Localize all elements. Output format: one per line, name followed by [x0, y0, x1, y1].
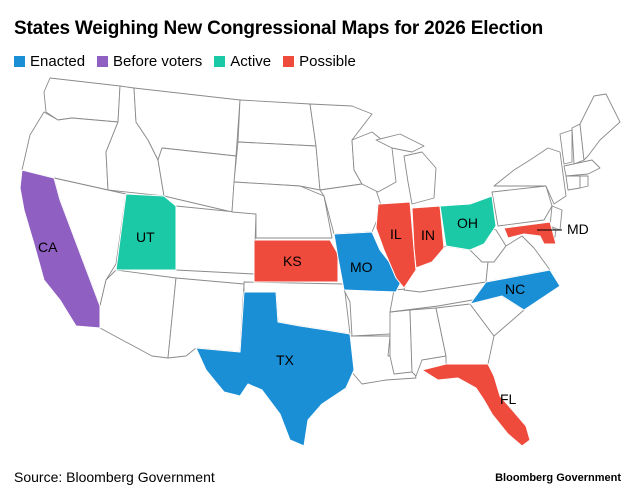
state-ca	[19, 169, 101, 329]
legend-label-possible: Possible	[299, 53, 356, 70]
state-pa	[491, 185, 553, 227]
state-fl	[421, 363, 531, 447]
label-fl: FL	[500, 391, 517, 407]
label-mo: MO	[350, 259, 373, 275]
label-nc: NC	[505, 281, 525, 297]
source-note: Source: Bloomberg Government	[14, 469, 215, 485]
legend: Enacted Before voters Active Possible	[14, 53, 368, 70]
state-wa	[43, 77, 121, 123]
legend-label-active: Active	[230, 53, 272, 70]
base-states	[21, 77, 621, 385]
state-nj	[549, 205, 563, 231]
state-vt	[559, 129, 573, 165]
label-ca: CA	[38, 239, 58, 255]
legend-swatch-active	[214, 56, 226, 67]
state-ny	[493, 147, 567, 205]
state-ms	[389, 309, 413, 375]
state-mi	[375, 133, 437, 205]
state-wy	[157, 147, 237, 213]
state-ks	[253, 239, 339, 283]
state-labels: CA UT KS MO IL IN OH MD NC TX FL	[38, 215, 589, 407]
legend-item-active: Active	[214, 53, 271, 70]
label-tx: TX	[276, 352, 295, 368]
state-az	[99, 269, 177, 359]
state-oh	[439, 195, 497, 251]
state-ri	[579, 175, 589, 189]
legend-swatch-enacted	[14, 56, 25, 67]
state-ct	[565, 175, 581, 191]
label-md: MD	[567, 221, 589, 237]
legend-item-enacted: Enacted	[14, 53, 85, 70]
legend-item-possible: Possible	[283, 53, 356, 70]
label-ut: UT	[136, 229, 155, 245]
legend-label-enacted: Enacted	[30, 53, 86, 70]
state-md	[503, 221, 557, 245]
state-nm	[167, 277, 245, 359]
state-nd	[237, 99, 317, 147]
state-wi	[351, 131, 397, 193]
legend-swatch-possible	[283, 56, 295, 67]
label-in: IN	[421, 227, 435, 243]
state-tx	[195, 291, 355, 447]
highlighted-states	[19, 169, 561, 447]
state-ma	[563, 159, 601, 177]
legend-swatch-before-voters	[97, 56, 109, 67]
state-me	[579, 93, 621, 161]
chart-title: States Weighing New Congressional Maps f…	[14, 18, 544, 39]
state-ut	[115, 193, 177, 271]
label-oh: OH	[457, 215, 478, 231]
label-ks: KS	[283, 253, 302, 269]
state-va	[481, 235, 551, 283]
legend-item-before-voters: Before voters	[97, 53, 202, 70]
state-nc	[469, 269, 561, 311]
state-sd	[233, 141, 321, 191]
state-co	[175, 205, 257, 275]
state-ne	[231, 181, 333, 239]
state-il	[375, 201, 417, 289]
brand-logo: Bloomberg Government	[495, 472, 621, 484]
legend-label-before-voters: Before voters	[113, 53, 203, 70]
state-ar	[343, 289, 395, 337]
label-il: IL	[390, 226, 402, 242]
